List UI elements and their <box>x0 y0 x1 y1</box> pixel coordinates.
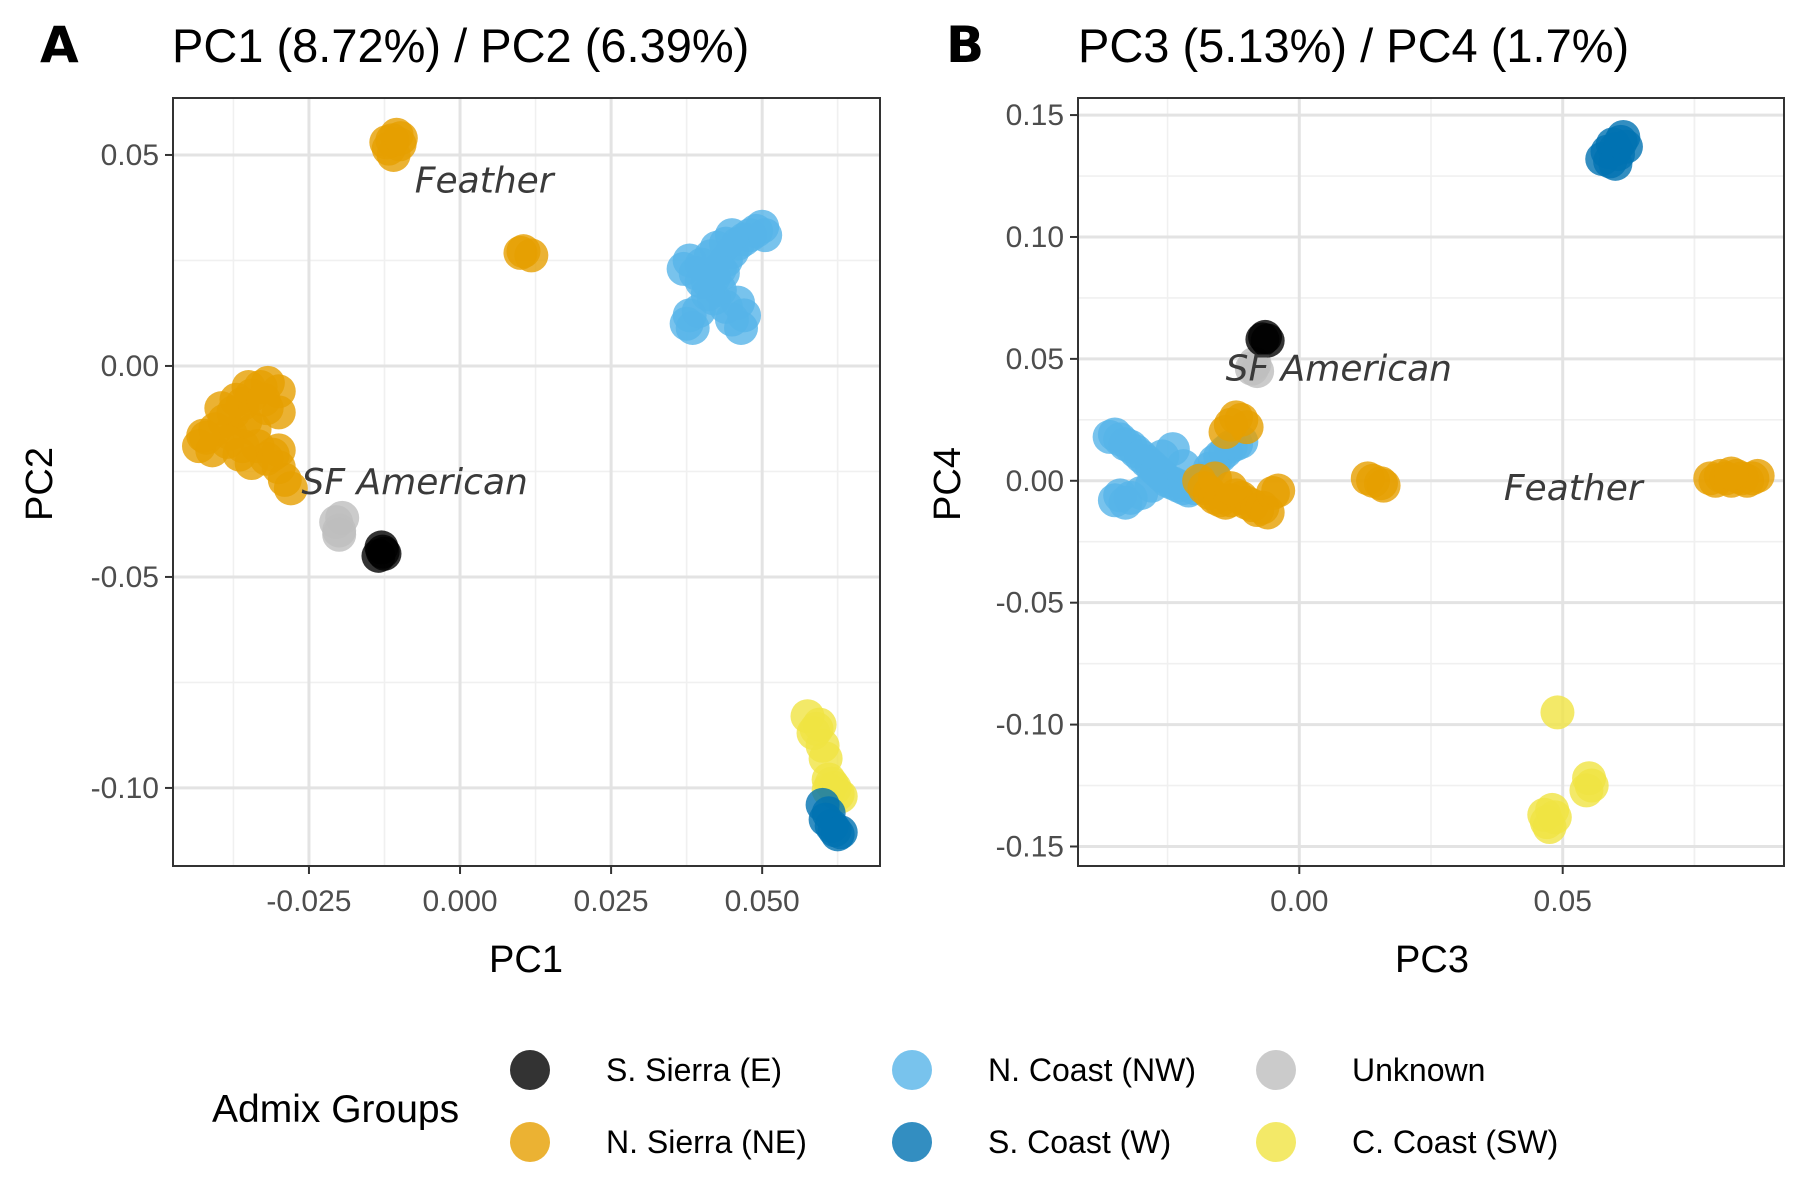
panel-a-x-tick-label: 0.025 <box>574 885 649 918</box>
legend-label-unknown: Unknown <box>1352 1052 1485 1088</box>
panel-a-point-n-sierra <box>186 418 221 453</box>
panel-a-annotation: Feather <box>415 160 556 201</box>
panel-a-point-n-sierra <box>273 471 308 506</box>
panel-b-point-n-coast <box>1134 468 1169 503</box>
panel-a-point-n-coast <box>714 302 749 337</box>
panel-b-grid <box>1078 98 1784 866</box>
legend-label-s-coast: S. Coast (W) <box>988 1124 1171 1160</box>
panel-b-annotations: SF American Feather <box>1226 349 1645 509</box>
legend-items: S. Sierra (E) N. Coast (NW) Unknown N. Sier… <box>510 1050 1558 1162</box>
panel-b-point-c-coast <box>1540 695 1575 730</box>
panel-b-point-n-sierra <box>1714 456 1749 491</box>
legend-label-n-coast: N. Coast (NW) <box>988 1052 1196 1088</box>
panel-b-annotation: SF American <box>1226 349 1452 390</box>
panel-a-point-c-coast <box>799 711 834 746</box>
panel-b-points <box>1092 120 1775 844</box>
panel-b-x-tick-label: 0.00 <box>1270 885 1328 918</box>
panel-a-point-unknown <box>322 517 357 552</box>
panel-b-point-c-coast <box>1569 773 1604 808</box>
legend-label-c-coast: C. Coast (SW) <box>1352 1124 1558 1160</box>
panel-a-point-n-sierra <box>503 235 538 270</box>
panel-a-title: PC1 (8.72%) / PC2 (6.39%) <box>172 19 749 72</box>
panel-b-point-n-sierra <box>1208 415 1243 450</box>
panel-a-plot-area <box>172 97 881 867</box>
legend-label-n-sierra: N. Sierra (NE) <box>606 1124 807 1160</box>
panel-a-point-n-sierra <box>246 382 281 417</box>
panel-b-y-tick-label: 0.05 <box>1006 343 1064 376</box>
panel-b: B PC3 (5.13%) / PC4 (1.7%) SF American Fe… <box>927 16 1785 981</box>
panel-a-y-tick-label: 0.05 <box>101 139 159 172</box>
panel-a-point-n-sierra <box>383 121 418 156</box>
panel-b-y-tick-label: 0.10 <box>1006 221 1064 254</box>
panel-a-point-s-sierra <box>365 534 400 569</box>
panel-b-point-c-coast <box>1537 800 1572 835</box>
panel-b-y-tick-label: 0.15 <box>1006 99 1064 132</box>
legend-key-s-sierra <box>510 1050 550 1090</box>
panel-a-y-tick-label: -0.05 <box>91 561 159 594</box>
panel-a-y-axis-title: PC2 <box>19 447 61 521</box>
panel-b-y-tick-label: -0.10 <box>996 709 1064 742</box>
panel-b-y-tick-label: -0.15 <box>996 830 1064 863</box>
panel-b-y-tick-label: -0.05 <box>996 587 1064 620</box>
panel-a-letter: A <box>40 16 79 74</box>
legend-label-s-sierra: S. Sierra (E) <box>606 1052 782 1088</box>
panel-a: A PC1 (8.72%) / PC2 (6.39%) Feather SF Am… <box>19 16 881 981</box>
legend-key-s-coast <box>892 1122 932 1162</box>
panel-b-y-tick-label: 0.00 <box>1006 465 1064 498</box>
panel-a-point-n-sierra <box>222 437 257 472</box>
panel-a-ticks: -0.025 0.000 0.025 0.050 0.05 0.00 -0.05 -0.10 <box>91 139 800 918</box>
legend: Admix Groups S. Sierra (E) N. Coast (NW) U… <box>212 1050 1558 1162</box>
panel-b-x-axis-title: PC3 <box>1395 939 1469 981</box>
panel-a-point-n-sierra <box>261 433 296 468</box>
panel-a-annotation: SF American <box>302 462 528 503</box>
panel-a-points <box>181 117 858 852</box>
legend-key-n-sierra <box>510 1122 550 1162</box>
panel-b-point-s-coast <box>1608 129 1643 164</box>
panel-b-point-n-sierra <box>1261 473 1296 508</box>
panel-a-x-tick-label: -0.025 <box>266 885 351 918</box>
legend-key-n-coast <box>892 1050 932 1090</box>
panel-b-point-s-sierra <box>1250 323 1285 358</box>
panel-b-y-axis-title: PC4 <box>927 447 969 521</box>
panel-a-x-tick-label: 0.000 <box>422 885 497 918</box>
panel-b-plot-area <box>1077 97 1785 867</box>
panel-a-y-tick-label: 0.00 <box>101 350 159 383</box>
panel-b-point-n-coast <box>1097 483 1132 518</box>
panel-a-x-tick-label: 0.050 <box>725 885 800 918</box>
panel-a-annotations: Feather SF American <box>302 160 556 503</box>
panel-b-ticks: 0.00 0.05 0.15 0.10 0.05 0.00 -0.05 -0.10 -0.15 <box>996 99 1592 918</box>
panel-a-point-n-sierra <box>204 391 239 426</box>
panel-b-annotation: Feather <box>1504 468 1645 509</box>
legend-title: Admix Groups <box>212 1088 459 1131</box>
panel-b-point-n-sierra <box>1740 458 1775 493</box>
panel-a-y-tick-label: -0.10 <box>91 772 159 805</box>
legend-key-c-coast <box>1256 1122 1296 1162</box>
panel-b-x-tick-label: 0.05 <box>1534 885 1592 918</box>
panel-b-point-n-sierra <box>1213 471 1248 506</box>
panel-a-point-n-coast <box>748 218 783 253</box>
panel-b-point-n-sierra <box>1366 468 1401 503</box>
panel-a-point-s-coast <box>823 815 858 850</box>
panel-b-letter: B <box>946 16 984 74</box>
panel-b-title: PC3 (5.13%) / PC4 (1.7%) <box>1078 19 1629 72</box>
panel-a-x-axis-title: PC1 <box>489 939 563 981</box>
panel-b-point-unknown <box>1234 351 1269 386</box>
legend-key-unknown <box>1256 1050 1296 1090</box>
panel-a-point-n-coast <box>705 256 740 291</box>
